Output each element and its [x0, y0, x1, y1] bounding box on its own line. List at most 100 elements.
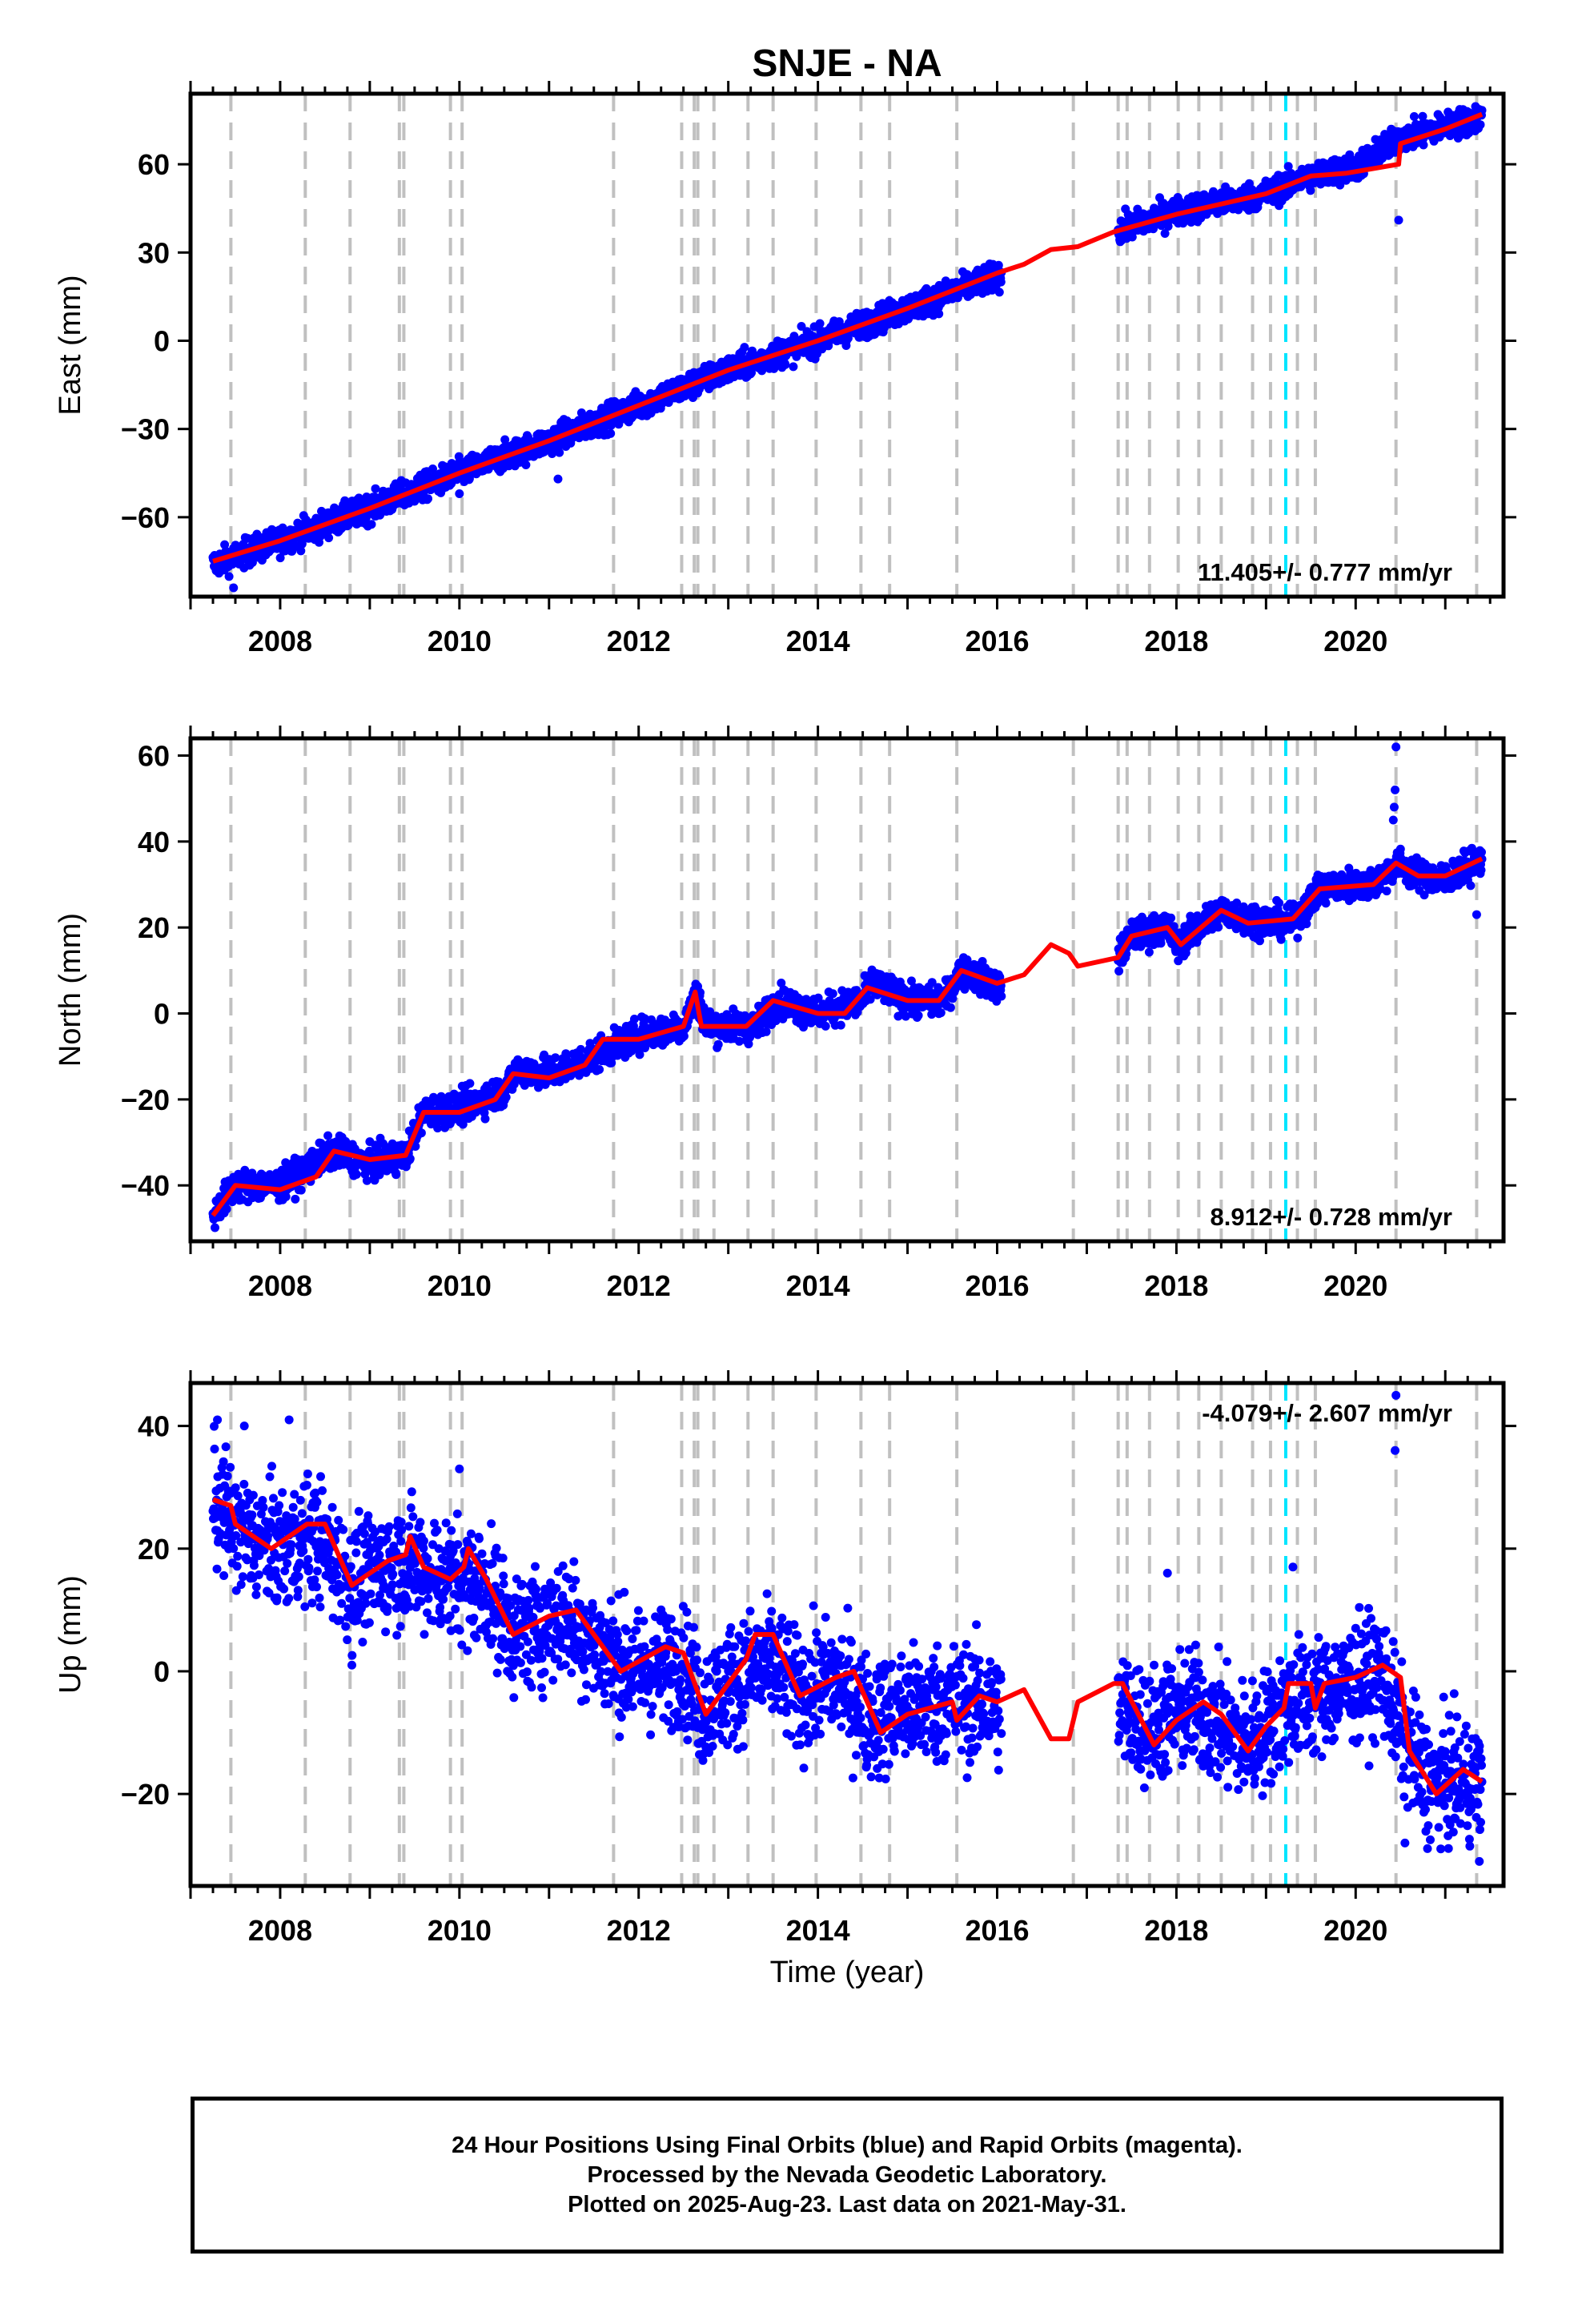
- x-tick-label: 2020: [1323, 625, 1387, 657]
- chart-title: SNJE - NA: [752, 42, 942, 85]
- x-tick-label: 2016: [965, 625, 1029, 657]
- position-point: [777, 979, 786, 987]
- position-point: [296, 1185, 306, 1195]
- position-point: [555, 448, 564, 457]
- east-panel: 2008 2010 2012 2014 2016 2018 2020−60−3003060E…: [54, 81, 1516, 657]
- position-point: [936, 1008, 946, 1018]
- position-point: [635, 1050, 644, 1059]
- position-point: [734, 1036, 744, 1046]
- position-point: [296, 546, 306, 556]
- position-point: [1283, 162, 1293, 171]
- position-point: [1477, 106, 1487, 115]
- north-panel: 2008 2010 2012 2014 2016 2018 2020−40−20020406…: [54, 726, 1516, 1302]
- position-point: [433, 1124, 443, 1133]
- position-point: [405, 1154, 415, 1164]
- position-point: [740, 343, 749, 352]
- x-tick-label: 2008: [248, 625, 312, 657]
- position-point: [1419, 140, 1428, 150]
- plot-area: [208, 738, 1487, 1241]
- y-axis-label: East (mm): [54, 275, 87, 415]
- position-point: [836, 1020, 845, 1030]
- position-point: [500, 435, 510, 444]
- position-point: [351, 1170, 361, 1179]
- position-point: [576, 1044, 585, 1054]
- position-point: [324, 533, 334, 543]
- position-point: [501, 1092, 511, 1102]
- position-point: [548, 449, 557, 458]
- position-point: [1418, 111, 1427, 121]
- position-point: [629, 1015, 639, 1023]
- position-point: [367, 520, 376, 529]
- position-point: [291, 1194, 300, 1204]
- position-point: [222, 1204, 231, 1214]
- position-point: [679, 1031, 689, 1041]
- position-point: [281, 1192, 291, 1201]
- position-point: [713, 1039, 723, 1049]
- position-point: [521, 460, 531, 469]
- x-tick-label: 2014: [786, 625, 850, 657]
- position-point: [934, 309, 944, 319]
- position-point: [978, 957, 987, 966]
- position-point: [480, 1114, 490, 1124]
- position-point: [553, 474, 563, 484]
- position-point: [1335, 180, 1345, 190]
- position-point: [1409, 112, 1419, 121]
- position-point: [1266, 180, 1275, 190]
- position-point: [821, 1021, 830, 1031]
- position-point: [229, 583, 239, 593]
- position-point: [792, 352, 801, 361]
- position-point: [416, 1128, 426, 1138]
- y-tick-label: −30: [121, 413, 170, 446]
- position-point: [813, 993, 823, 1003]
- position-point: [371, 484, 380, 493]
- position-point: [781, 360, 790, 369]
- position-point: [1306, 186, 1315, 195]
- position-point: [224, 572, 234, 581]
- position-point: [913, 1011, 923, 1020]
- position-point: [455, 489, 464, 498]
- position-point: [797, 322, 806, 331]
- y-tick-label: 30: [138, 236, 170, 269]
- position-point: [585, 1039, 595, 1048]
- daily-positions: [208, 742, 1487, 1232]
- rate-label: 11.405+/- 0.777 mm/yr: [1198, 558, 1452, 586]
- position-point: [275, 553, 285, 563]
- position-point: [907, 976, 916, 986]
- position-point: [411, 1142, 420, 1151]
- position-point: [211, 1223, 219, 1232]
- position-point: [391, 1170, 401, 1180]
- x-tick-label: 2010: [428, 625, 492, 657]
- position-point: [340, 496, 350, 505]
- position-point: [747, 368, 756, 377]
- position-point: [828, 989, 837, 999]
- position-point: [323, 1131, 333, 1140]
- position-point: [574, 1071, 584, 1080]
- position-point: [1160, 229, 1170, 238]
- position-point: [424, 494, 432, 504]
- position-point: [606, 428, 616, 438]
- position-point: [996, 277, 1006, 287]
- position-point: [865, 995, 875, 1004]
- position-point: [705, 1007, 715, 1016]
- position-point: [946, 1003, 955, 1012]
- y-tick-label: 60: [138, 148, 170, 181]
- position-point: [362, 1176, 371, 1185]
- position-point: [382, 1166, 391, 1176]
- position-point: [1394, 215, 1403, 225]
- position-point: [1476, 120, 1485, 130]
- x-tick-label: 2012: [607, 625, 671, 657]
- position-point: [465, 1079, 475, 1088]
- panel-frame: [188, 91, 1506, 599]
- position-point: [551, 1053, 560, 1063]
- position-point: [789, 362, 798, 372]
- model-fit-line: [212, 111, 1484, 564]
- y-tick-label: 0: [154, 324, 170, 357]
- position-point: [994, 260, 1003, 270]
- position-point: [927, 978, 937, 987]
- position-point: [576, 408, 586, 417]
- position-point: [607, 1058, 616, 1068]
- position-point: [1391, 130, 1401, 139]
- plot-area: [208, 94, 1487, 597]
- position-point: [761, 1027, 771, 1036]
